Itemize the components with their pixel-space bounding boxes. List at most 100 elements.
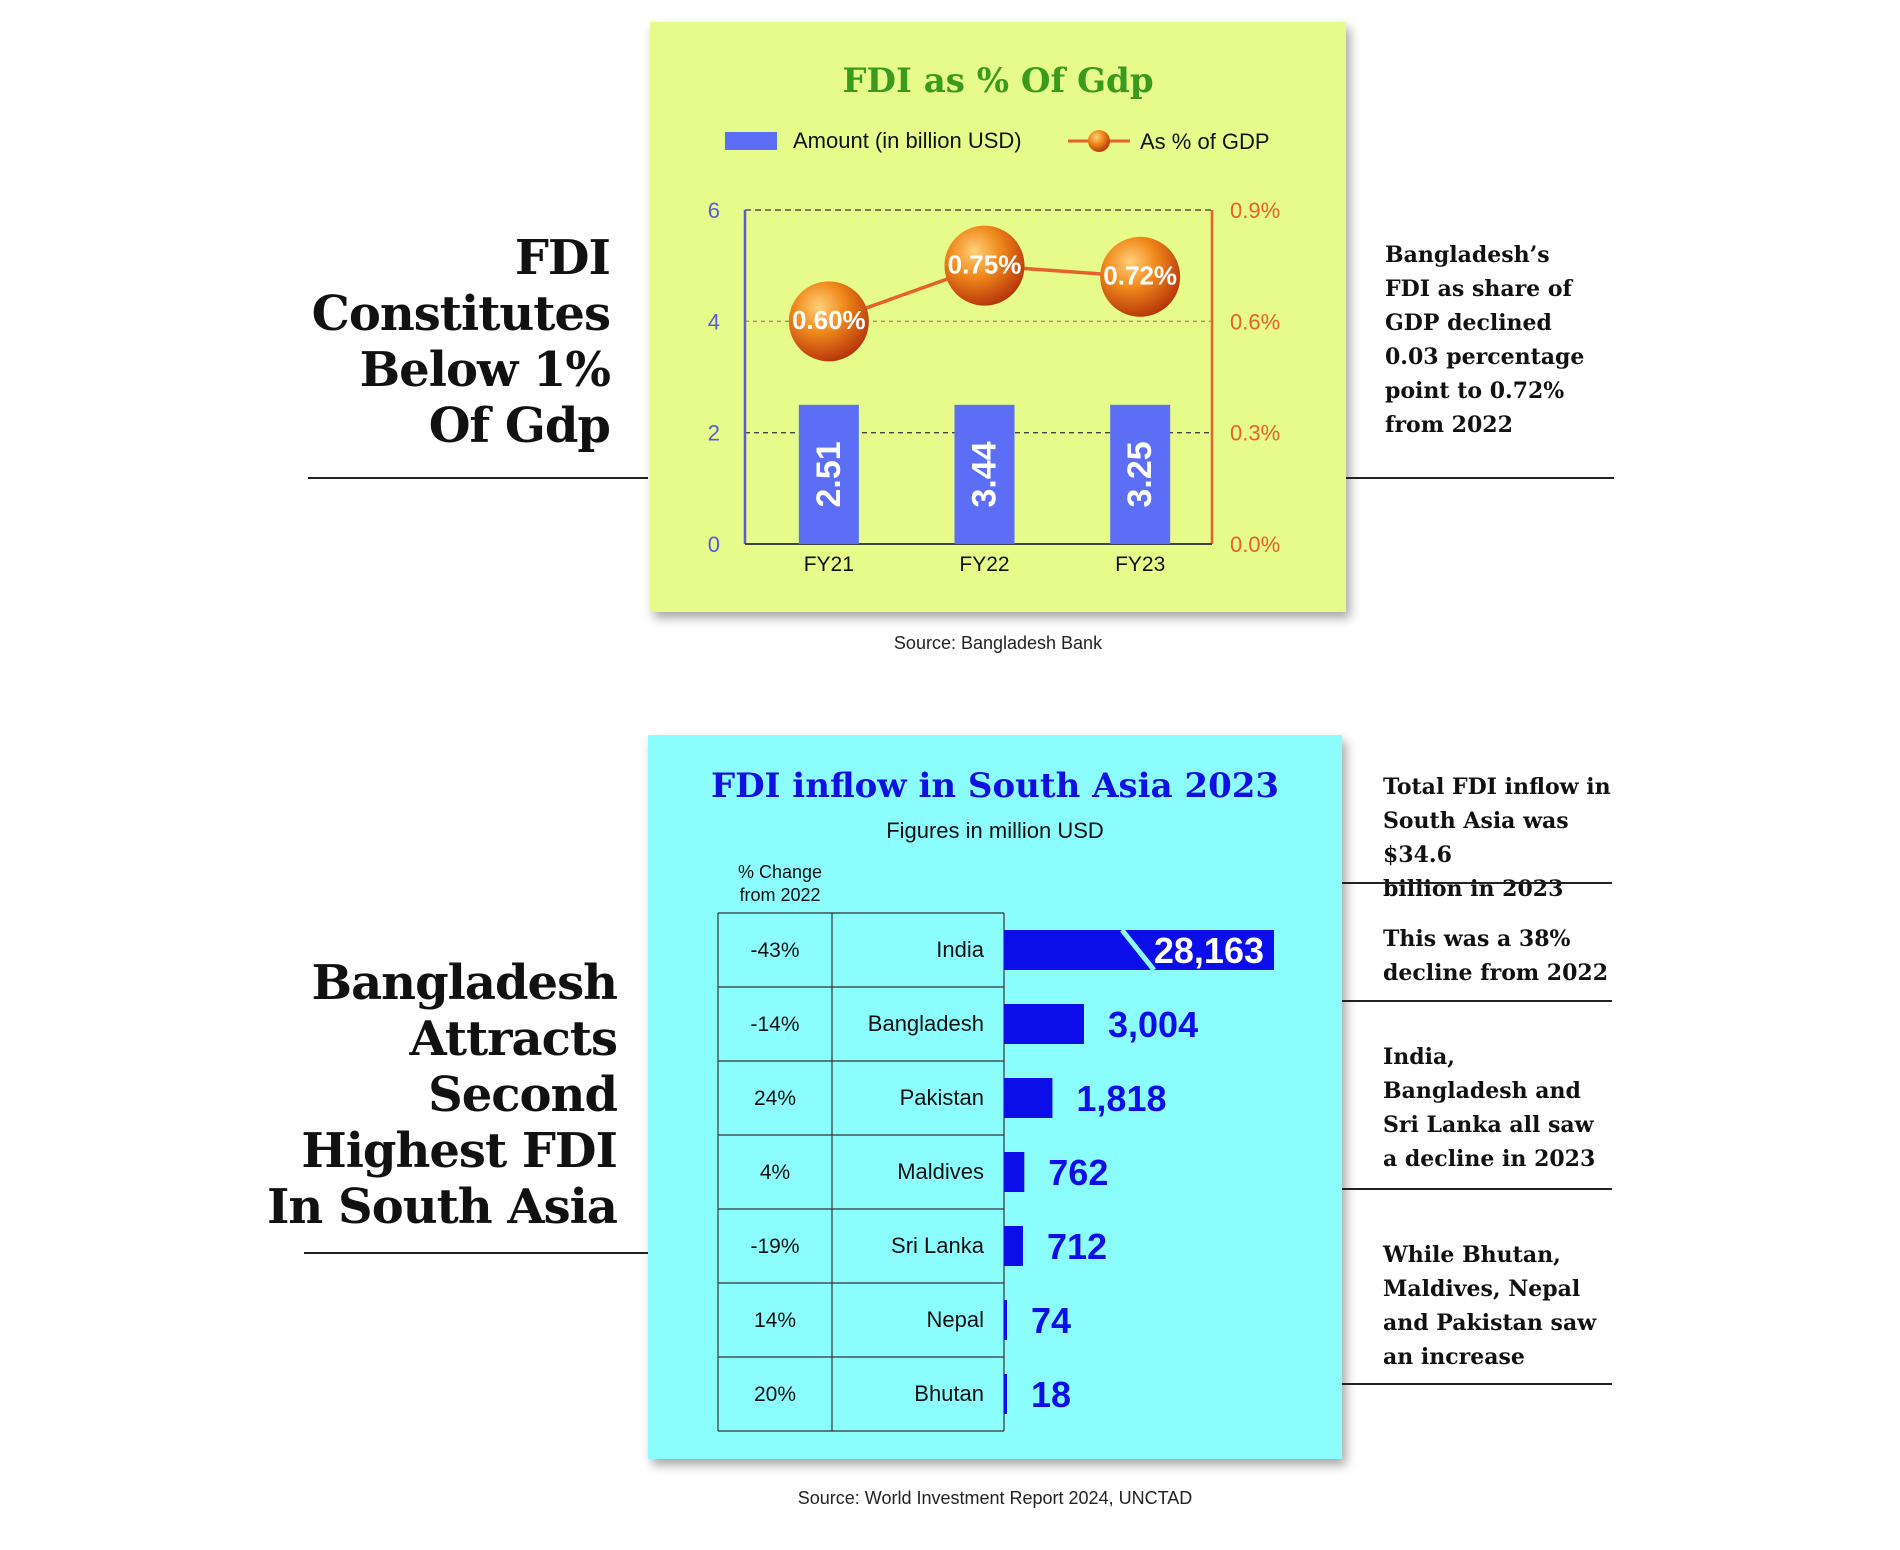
point-value-label: 0.75%: [948, 250, 1022, 280]
legend-bar-swatch: [725, 132, 777, 150]
change-header-line: from 2022: [739, 885, 820, 905]
bar: [798, 404, 859, 544]
bar-value-label: 3.44: [965, 441, 1003, 507]
note-line: This was a 38%: [1383, 926, 1571, 952]
y-tick-label-right: 0.6%: [1230, 309, 1280, 334]
note-decline-countries: India, Bangladesh and Sri Lanka all saw …: [1383, 1040, 1633, 1176]
note-increase-countries: While Bhutan, Maldives, Nepal and Pakist…: [1383, 1238, 1633, 1374]
divider-rule: [1342, 1188, 1612, 1190]
bar: [1004, 1152, 1025, 1192]
bar-value-label: 3,004: [1108, 1004, 1198, 1045]
divider-rule: [308, 477, 648, 479]
y-tick-label-right: 0.3%: [1230, 421, 1280, 446]
note-line: 0.03 percentage: [1385, 344, 1585, 370]
country-label: Sri Lanka: [891, 1233, 985, 1258]
line-point: [788, 281, 869, 362]
bar-value-label: 2.51: [810, 441, 848, 507]
divider-rule: [1346, 477, 1614, 479]
y-tick-label-left: 0: [708, 532, 720, 557]
bar: [1004, 1374, 1007, 1414]
note-line: an increase: [1383, 1344, 1525, 1370]
note-line: India,: [1383, 1044, 1455, 1070]
change-cell: 4%: [760, 1161, 790, 1184]
divider-rule: [304, 1252, 648, 1254]
change-cell: -43%: [750, 939, 799, 962]
headline-line: FDI: [514, 230, 611, 286]
headline-line: Highest FDI: [301, 1123, 618, 1179]
note-line: Bangladesh and: [1383, 1078, 1581, 1104]
headline-line: Of Gdp: [428, 398, 611, 454]
y-tick-label-left: 6: [708, 198, 720, 223]
headline-line: In South Asia: [266, 1179, 618, 1235]
note-line: While Bhutan,: [1383, 1242, 1561, 1268]
source-unctad: Source: World Investment Report 2024, UN…: [797, 1488, 1193, 1508]
change-cell: -14%: [750, 1013, 799, 1036]
note-line: GDP declined: [1385, 310, 1552, 336]
y-tick-label-left: 4: [708, 309, 720, 334]
point-value-label: 0.72%: [1103, 261, 1177, 291]
line-point: [944, 225, 1025, 306]
headline-bangladesh-fdi: Bangladesh Attracts Second Highest FDI I…: [250, 955, 619, 1235]
divider-rule: [1342, 1000, 1612, 1002]
bar-value-label: 28,163: [1154, 930, 1264, 971]
fdi-gdp-chart: FDI as % Of Gdp Amount (in billion USD) …: [708, 61, 1280, 576]
note-line: Bangladesh’s: [1385, 242, 1550, 268]
legend-ball-swatch: [1088, 130, 1110, 152]
note-line: Total FDI inflow in: [1383, 774, 1611, 800]
country-label: Maldives: [897, 1159, 984, 1184]
country-label: Nepal: [927, 1307, 984, 1332]
change-cell: 20%: [754, 1383, 796, 1406]
note-fdi-share: Bangladesh’s FDI as share of GDP decline…: [1385, 238, 1605, 442]
divider-rule: [1342, 882, 1612, 884]
note-decline: This was a 38% decline from 2022: [1383, 922, 1633, 990]
bar: [1004, 1226, 1023, 1266]
note-line: point to 0.72%: [1385, 378, 1565, 404]
change-cell: -19%: [750, 1235, 799, 1258]
bar: [1004, 1300, 1007, 1340]
country-label: Bhutan: [914, 1381, 984, 1406]
x-tick-label: FY22: [959, 553, 1009, 576]
south-asia-fdi-chart: FDI inflow in South Asia 2023 Figures in…: [711, 766, 1279, 1432]
note-line: decline from 2022: [1383, 960, 1609, 986]
bar: [1004, 1004, 1084, 1044]
note-line: Maldives, Nepal: [1383, 1276, 1581, 1302]
change-header-line: % Change: [738, 862, 822, 882]
chart-panel-south-asia: FDI inflow in South Asia 2023 Figures in…: [648, 735, 1342, 1459]
headline-line: Constitutes: [311, 286, 611, 342]
bar-value-label: 1,818: [1076, 1078, 1166, 1119]
headline-fdi-gdp: FDI Constitutes Below 1% Of Gdp: [250, 230, 611, 454]
chart-title: FDI as % Of Gdp: [842, 61, 1153, 101]
legend-label-amount: Amount (in billion USD): [793, 128, 1022, 153]
x-tick-label: FY23: [1115, 553, 1165, 576]
note-line: from 2022: [1385, 412, 1513, 438]
note-line: and Pakistan saw: [1383, 1310, 1597, 1336]
point-value-label: 0.60%: [792, 305, 866, 335]
line-point: [1100, 236, 1181, 317]
bar: [954, 404, 1015, 544]
bar-value-label: 74: [1031, 1300, 1071, 1341]
note-line: South Asia was $34.6: [1383, 808, 1569, 868]
bar-value-label: 3.25: [1121, 441, 1159, 507]
headline-line: Bangladesh: [311, 955, 619, 1011]
source-bangladesh-bank: Source: Bangladesh Bank: [893, 633, 1103, 653]
note-line: billion in 2023: [1383, 876, 1564, 902]
bar: [1110, 404, 1171, 544]
change-cell: 24%: [754, 1087, 796, 1110]
chart-panel-fdi-gdp: FDI as % Of Gdp Amount (in billion USD) …: [650, 22, 1346, 612]
bar: [1004, 1078, 1053, 1118]
change-cell: 14%: [754, 1309, 796, 1332]
headline-line: Second: [428, 1067, 618, 1123]
legend-label-pct: As % of GDP: [1140, 129, 1270, 154]
y-tick-label-right: 0.0%: [1230, 532, 1280, 557]
country-label: India: [936, 937, 984, 962]
bar-value-label: 18: [1031, 1374, 1071, 1415]
y-tick-label-left: 2: [708, 421, 720, 446]
chart-subtitle: Figures in million USD: [886, 818, 1104, 843]
y-tick-label-right: 0.9%: [1230, 198, 1280, 223]
bar-value-label: 712: [1047, 1226, 1107, 1267]
country-label: Bangladesh: [868, 1011, 984, 1036]
headline-line: Below 1%: [359, 342, 611, 398]
axis-break-mark: [1120, 928, 1156, 972]
chart-title: FDI inflow in South Asia 2023: [711, 766, 1279, 806]
country-label: Pakistan: [900, 1085, 984, 1110]
